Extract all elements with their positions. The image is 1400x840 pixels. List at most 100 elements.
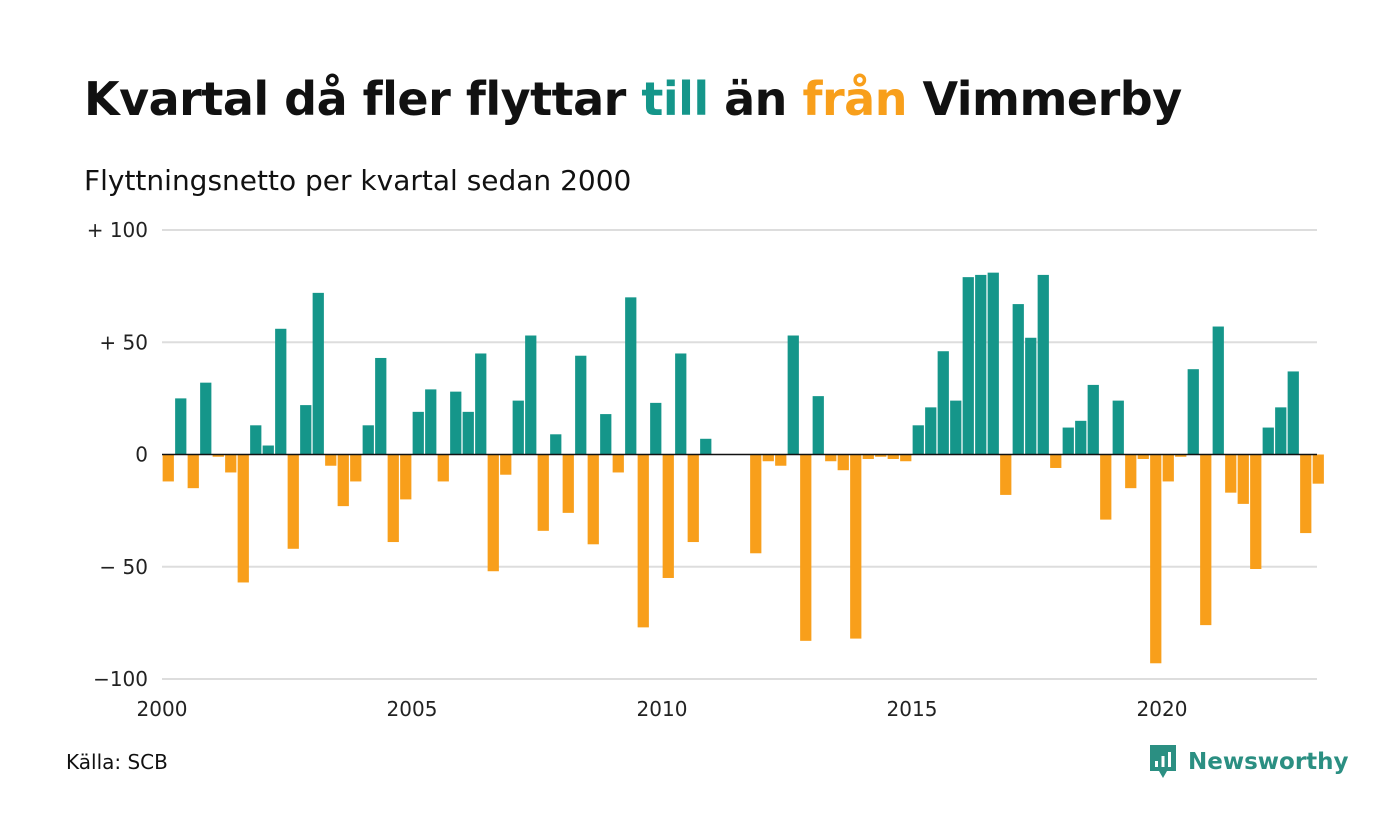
bar-2022-q2 [1275, 407, 1287, 455]
bar-2017-q3 [1037, 274, 1049, 455]
x-tick-label: 2020 [1137, 697, 1188, 721]
bar-2006-q2 [475, 353, 487, 455]
bar-2019-q4 [1150, 454, 1162, 664]
x-tick-label: 2005 [387, 697, 438, 721]
bar-2015-q2 [925, 407, 937, 455]
bar-2003-q1 [312, 292, 324, 455]
y-tick-label: + 50 [99, 330, 148, 354]
title-word-till: till [641, 72, 709, 126]
bar-2013-q1 [812, 396, 824, 455]
bar-2006-q4 [500, 454, 512, 475]
y-tick-label: 0 [135, 443, 148, 467]
bar-2005-q2 [425, 389, 437, 455]
title-part-3: Vimmerby [906, 72, 1182, 126]
bar-2013-q2 [825, 454, 837, 462]
bar-2021-q4 [1250, 454, 1262, 569]
bar-2009-q4 [650, 402, 662, 455]
bar-2016-q4 [1000, 454, 1012, 495]
bar-2020-q4 [1200, 454, 1212, 626]
y-tick-label: −100 [93, 667, 148, 691]
bars [162, 272, 1324, 664]
newsworthy-logo-icon [1150, 745, 1176, 778]
title-word-fran: från [802, 72, 907, 126]
bar-2020-q1 [1162, 454, 1174, 482]
bar-2000-q4 [200, 382, 212, 455]
bar-2010-q3 [687, 454, 699, 543]
bar-2004-q4 [400, 454, 412, 500]
bar-2008-q2 [575, 355, 587, 455]
bar-2013-q4 [850, 454, 862, 639]
bar-2005-q4 [450, 391, 462, 455]
bar-2010-q2 [675, 353, 687, 455]
title-part-2: än [708, 72, 803, 126]
bar-2011-q4 [750, 454, 762, 554]
bar-2004-q1 [362, 425, 374, 455]
bar-2016-q3 [987, 272, 999, 455]
bar-2004-q3 [387, 454, 399, 543]
bar-2021-q1 [1212, 326, 1224, 455]
x-axis: 2000 2005 2010 2015 2020 [137, 697, 1188, 721]
bar-2006-q3 [487, 454, 499, 572]
bar-2007-q1 [512, 400, 524, 455]
bar-2017-q4 [1050, 454, 1062, 468]
bar-2002-q4 [300, 405, 312, 455]
y-axis: + 100 + 50 0 − 50 −100 [87, 218, 148, 691]
bar-2013-q3 [837, 454, 849, 471]
bar-2019-q3 [1137, 454, 1149, 459]
bar-2015-q4 [950, 400, 962, 455]
bar-2002-q2 [275, 328, 287, 455]
bar-2009-q2 [625, 297, 637, 455]
bar-2015-q1 [912, 425, 924, 455]
bar-2009-q1 [612, 454, 624, 473]
bar-2017-q2 [1025, 337, 1037, 455]
bar-2001-q1 [212, 454, 224, 457]
bar-2006-q1 [462, 411, 474, 455]
bar-2005-q3 [437, 454, 449, 482]
bar-2009-q3 [637, 454, 649, 628]
bar-2022-q4 [1300, 454, 1312, 534]
bar-2000-q2 [175, 398, 187, 455]
bar-2021-q2 [1225, 454, 1237, 493]
brand-name: Newsworthy [1188, 749, 1349, 775]
bar-2019-q2 [1125, 454, 1137, 489]
bar-2003-q3 [337, 454, 349, 507]
bar-2020-q3 [1187, 369, 1199, 455]
bar-2010-q1 [662, 454, 674, 578]
bar-2004-q2 [375, 357, 387, 455]
y-tick-label: − 50 [99, 555, 148, 579]
bar-2007-q4 [550, 434, 562, 455]
bar-2017-q1 [1012, 304, 1024, 455]
bar-2018-q2 [1075, 420, 1087, 455]
bar-2008-q1 [562, 454, 574, 513]
chart-subtitle: Flyttningsnetto per kvartal sedan 2000 [84, 164, 632, 197]
bar-2010-q4 [700, 438, 712, 455]
bar-2014-q3 [887, 454, 899, 459]
gridlines [162, 229, 1317, 680]
bar-2014-q4 [900, 454, 912, 462]
bar-2021-q3 [1237, 454, 1249, 504]
bar-2000-q1 [162, 454, 174, 482]
x-tick-label: 2015 [887, 697, 938, 721]
bar-2018-q4 [1100, 454, 1112, 520]
source-note: Källa: SCB [66, 750, 168, 774]
bar-2002-q3 [287, 454, 299, 549]
x-tick-label: 2010 [637, 697, 688, 721]
bar-2002-q1 [262, 445, 274, 455]
bar-2012-q2 [775, 454, 787, 466]
bar-2019-q1 [1112, 400, 1124, 455]
bar-2007-q2 [525, 335, 537, 455]
bar-2001-q3 [237, 454, 249, 583]
bar-2014-q2 [875, 454, 887, 457]
bar-2022-q1 [1262, 427, 1274, 455]
bar-2008-q3 [587, 454, 599, 545]
bar-2015-q3 [937, 351, 949, 455]
bar-2018-q3 [1087, 384, 1099, 455]
bar-2012-q1 [762, 454, 774, 462]
brand-logo[interactable]: Newsworthy [1148, 742, 1349, 782]
bar-2012-q3 [787, 335, 799, 455]
bar-2022-q3 [1287, 371, 1299, 455]
bar-2001-q4 [250, 425, 262, 455]
bar-2003-q4 [350, 454, 362, 482]
bar-2018-q1 [1062, 427, 1074, 455]
